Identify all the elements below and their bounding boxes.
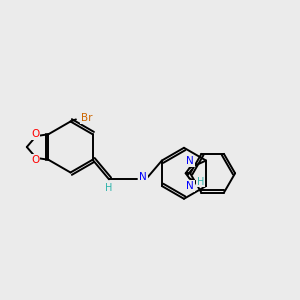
Text: O: O — [31, 129, 39, 139]
Text: N: N — [139, 172, 147, 182]
Text: Br: Br — [81, 113, 92, 123]
Text: H: H — [105, 183, 113, 193]
Text: H: H — [197, 176, 205, 187]
Text: N: N — [186, 181, 194, 191]
Text: O: O — [31, 155, 39, 165]
Text: N: N — [186, 156, 194, 167]
